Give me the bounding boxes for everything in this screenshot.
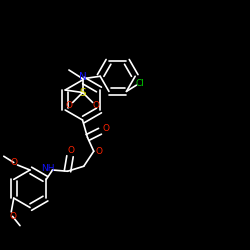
Text: O: O <box>93 100 100 110</box>
Text: O: O <box>68 146 75 155</box>
Text: N: N <box>79 72 86 83</box>
Text: O: O <box>10 158 17 167</box>
Text: S: S <box>79 88 86 98</box>
Text: Cl: Cl <box>136 80 144 88</box>
Text: O: O <box>102 124 109 133</box>
Text: O: O <box>9 212 16 221</box>
Text: O: O <box>96 147 103 156</box>
Text: NH: NH <box>41 164 55 173</box>
Text: O: O <box>66 100 72 110</box>
